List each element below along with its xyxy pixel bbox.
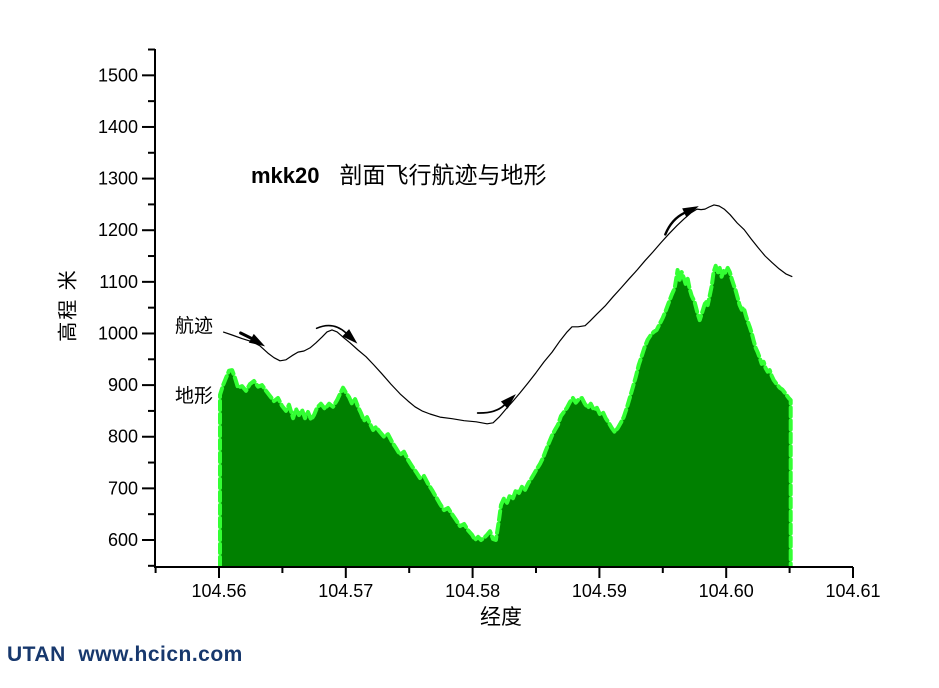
flight-direction-arrow-4 [664,211,686,236]
flight-direction-arrow-3 [476,404,506,414]
title-text: 剖面飞行航迹与地形 [339,163,547,188]
x-axis-title: 经度 [480,606,522,629]
terrain-outline [218,263,793,568]
flight-direction-arrowhead-3 [500,394,516,409]
flight-direction-arrow-2 [315,324,347,334]
terrain-series-label: 地形 [175,386,214,407]
flight-direction-arrow-1 [239,331,253,340]
y-tick-label: 600 [108,530,138,550]
y-tick-label: 1100 [99,272,138,292]
y-tick-label: 1500 [98,65,138,85]
x-tick-label: 104.57 [318,581,373,601]
title-prefix: mkk20 [251,163,320,188]
y-tick-label: 700 [108,478,138,498]
y-tick-label: 1300 [98,169,138,189]
x-tick-label: 104.60 [699,581,754,601]
y-tick-label: 1000 [98,323,138,343]
flight-direction-arrowhead-1 [248,333,266,347]
flight-direction-arrowhead-4 [682,206,699,218]
x-tick-label: 104.59 [572,581,627,601]
watermark-text: UTAN www.hcicn.com [7,643,243,666]
y-tick-label: 800 [108,427,138,447]
page-title: mkk20 剖面飞行航迹与地形 [251,156,547,190]
y-tick-label: 900 [108,375,138,395]
x-tick-label: 104.61 [825,581,880,601]
y-tick-label: 1200 [98,220,138,240]
flight-direction-arrowhead-2 [342,329,358,344]
y-tick-label: 1400 [98,117,138,137]
trajectory-line [222,204,793,425]
elevation-profile-chart: 600 700 800 900 1000 1100 1200 1300 1400 1500 104.… [98,48,881,601]
x-tick-label: 104.58 [445,581,500,601]
y-axis-title: 高程 米 [57,268,80,342]
trajectory-series-label: 航迹 [175,316,214,337]
x-tick-label: 104.56 [191,581,246,601]
